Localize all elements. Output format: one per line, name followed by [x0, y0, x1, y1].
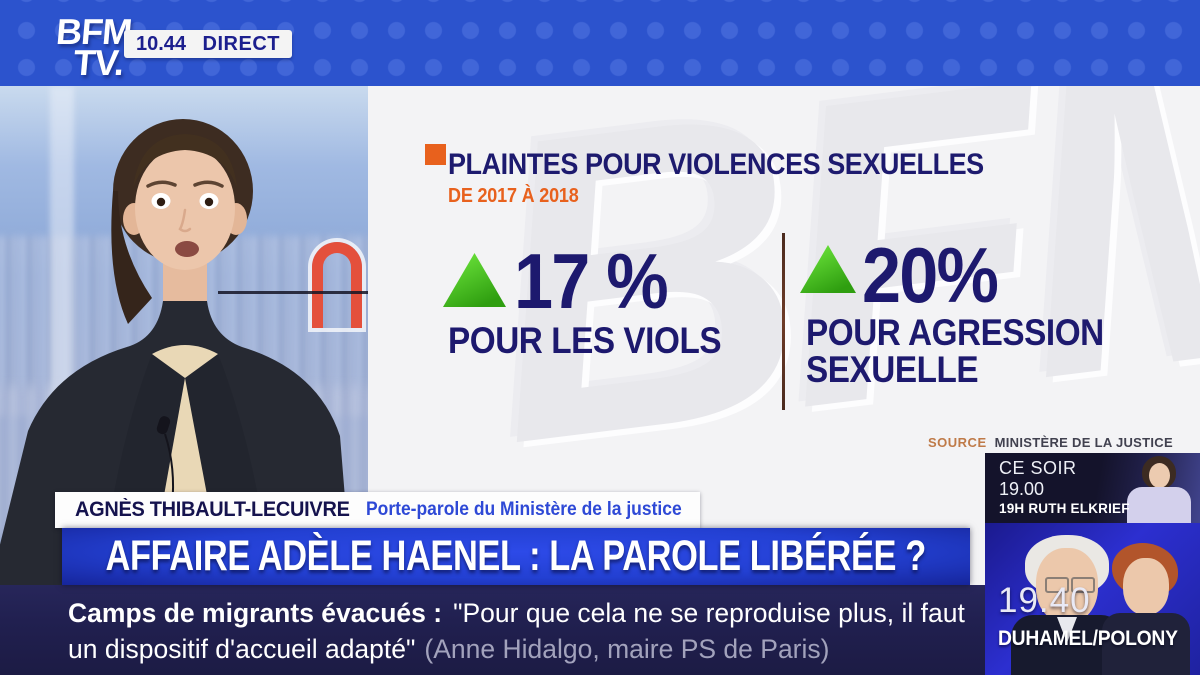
- time-direct-badge: 10.44 DIRECT: [124, 30, 292, 58]
- schedule-panel-later: 19.40 DUHAMEL/POLONY: [985, 523, 1200, 675]
- avatar-hair: [1142, 456, 1176, 489]
- infographic-title: PLAINTES POUR VIOLENCES SEXUELLES: [448, 148, 984, 181]
- speaker-name: AGNÈS THIBAULT-LECUIVRE: [75, 498, 350, 521]
- ticker-quote: "Pour que cela ne se reproduise plus, il…: [68, 598, 965, 664]
- speaker-role: Porte-parole du Ministère de la justice: [366, 499, 682, 520]
- tonight-time: 19.00: [999, 479, 1045, 499]
- stat-label-agression: POUR AGRESSION SEXUELLE: [806, 312, 1104, 390]
- bfm-logo-line2: TV.: [71, 42, 126, 83]
- speaker-name-banner: AGNÈS THIBAULT-LECUIVRE Porte-parole du …: [55, 492, 700, 528]
- stat-label-viols: POUR LES VIOLS: [448, 320, 722, 361]
- news-ticker: Camps de migrants évacués : "Pour que cel…: [0, 585, 985, 675]
- schedule-panel-tonight: CE SOIR 19.00 19H RUTH ELKRIEF: [985, 453, 1200, 523]
- avatar-face: [1149, 463, 1170, 488]
- top-bar: BFM TV. 10.44 DIRECT: [0, 0, 1200, 86]
- headline-text: AFFAIRE ADÈLE HAENEL : LA PAROLE LIBÉRÉE…: [105, 532, 927, 580]
- avatar-jacket: [1127, 487, 1191, 523]
- avatar-face: [1123, 558, 1169, 615]
- avatar-hair: [1112, 543, 1178, 597]
- live-badge: DIRECT: [202, 32, 280, 55]
- ticker-text: Camps de migrants évacués : "Pour que cel…: [68, 595, 968, 667]
- later-time: 19.40: [998, 581, 1091, 620]
- stat-value-viols: 17 %: [514, 237, 669, 325]
- stat-divider: [782, 233, 785, 410]
- presenter-photo-ruth: [1120, 456, 1196, 523]
- tonight-show: 19H RUTH ELKRIEF: [999, 501, 1130, 516]
- tonight-label: CE SOIR: [999, 458, 1077, 478]
- presenter-photo-polony: [1098, 543, 1192, 675]
- time-display: 10.44: [136, 32, 187, 55]
- bfm-logo: BFM TV.: [52, 11, 134, 83]
- source-line: SOURCE MINISTÈRE DE LA JUSTICE: [928, 435, 1173, 450]
- ticker-attribution: (Anne Hidalgo, maire PS de Paris): [424, 634, 830, 664]
- source-label: SOURCE: [928, 435, 987, 450]
- source-value: MINISTÈRE DE LA JUSTICE: [994, 435, 1173, 450]
- headline-banner: AFFAIRE ADÈLE HAENEL : LA PAROLE LIBÉRÉE…: [62, 528, 970, 585]
- window-frame: [50, 86, 74, 406]
- ticker-topic: Camps de migrants évacués :: [68, 598, 443, 628]
- window-mullion: [218, 291, 368, 294]
- stat-value-agression: 20%: [862, 231, 999, 319]
- later-show: DUHAMEL/POLONY: [998, 627, 1178, 650]
- studio-screen-letter: [312, 242, 362, 328]
- infographic-subtitle: DE 2017 À 2018: [448, 185, 579, 207]
- title-bullet-icon: [425, 144, 446, 165]
